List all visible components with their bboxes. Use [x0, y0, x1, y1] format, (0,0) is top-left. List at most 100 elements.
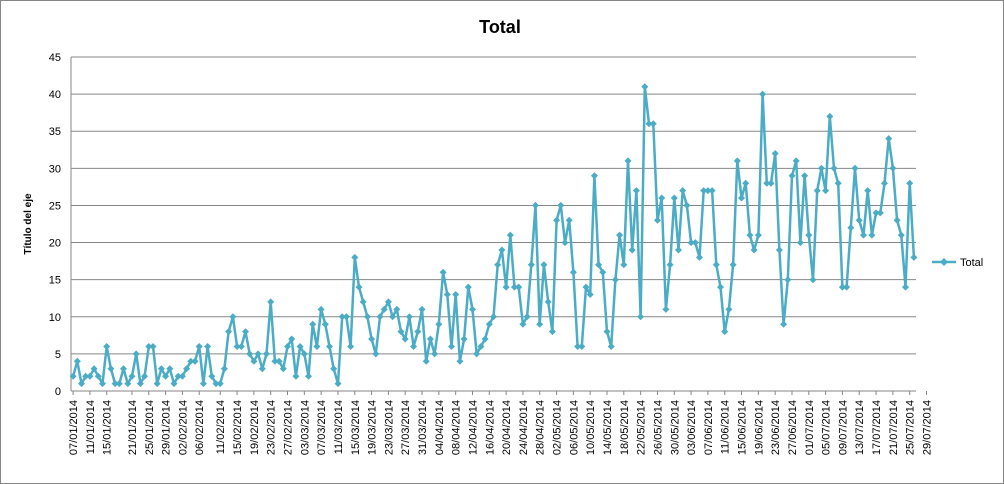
data-point — [363, 313, 371, 321]
x-tick-label: 31/03/2014 — [417, 400, 429, 455]
x-tick-label: 18/05/2014 — [619, 400, 631, 455]
data-point — [582, 283, 590, 291]
data-point — [418, 305, 426, 313]
data-point — [670, 194, 678, 202]
data-point — [569, 268, 577, 276]
data-point — [586, 291, 594, 298]
data-point — [115, 380, 123, 388]
x-tick-label: 07/01/2014 — [68, 400, 80, 455]
x-tick-label: 25/07/2014 — [905, 400, 917, 455]
data-point — [721, 328, 729, 336]
data-point — [170, 380, 178, 388]
legend: Total — [932, 257, 983, 269]
data-point — [729, 261, 737, 269]
data-point — [696, 253, 703, 261]
data-point — [347, 343, 355, 350]
data-point — [178, 372, 186, 380]
data-point — [414, 328, 422, 336]
data-point — [254, 350, 262, 358]
data-point — [69, 372, 77, 380]
data-point — [683, 201, 691, 209]
x-tick-label: 15/03/2014 — [350, 400, 362, 455]
data-point — [443, 291, 451, 298]
data-point — [666, 261, 674, 269]
y-tick-label: 5 — [55, 349, 61, 361]
data-point — [595, 261, 603, 269]
data-point — [86, 372, 94, 380]
data-point — [292, 372, 300, 380]
data-point — [132, 350, 140, 358]
data-point — [603, 328, 611, 336]
data-point — [422, 357, 430, 365]
data-point — [376, 313, 384, 321]
data-point — [628, 246, 636, 254]
axes — [70, 57, 916, 392]
data-point — [872, 209, 880, 217]
data-point — [334, 380, 342, 388]
x-tick-label: 20/04/2014 — [501, 400, 513, 455]
data-point — [893, 216, 901, 224]
data-point — [506, 231, 514, 239]
data-point — [380, 305, 388, 313]
data-point — [679, 187, 687, 195]
data-point — [557, 201, 565, 209]
x-tick-label: 17/07/2014 — [871, 400, 883, 455]
data-point — [477, 343, 485, 350]
data-point — [271, 357, 279, 365]
data-point — [738, 194, 745, 202]
x-tick-label: 30/05/2014 — [669, 400, 681, 455]
x-tick-label: 27/06/2014 — [787, 400, 799, 455]
x-tick-label: 25/01/2014 — [144, 400, 156, 455]
data-point — [885, 135, 893, 143]
data-point — [611, 276, 619, 284]
data-point — [330, 365, 338, 373]
data-point — [687, 239, 695, 247]
data-point — [881, 179, 888, 187]
data-point — [355, 283, 363, 291]
data-point — [82, 372, 90, 380]
x-axis-ticks: 07/01/2014 11/01/2014 15/01/2014 21/01/2014… — [68, 391, 934, 455]
data-point — [658, 194, 666, 202]
data-point — [742, 179, 750, 187]
data-point — [73, 357, 81, 365]
data-point — [775, 246, 783, 254]
data-point — [321, 320, 329, 328]
data-point — [708, 187, 716, 195]
data-point — [897, 231, 905, 239]
x-tick-label: 27/03/2014 — [400, 400, 412, 455]
data-point — [632, 187, 640, 195]
x-tick-label: 03/06/2014 — [686, 400, 698, 455]
data-point — [473, 350, 481, 358]
data-point — [834, 179, 842, 187]
data-point — [405, 313, 413, 321]
data-point — [868, 231, 876, 239]
x-tick-label: 19/03/2014 — [367, 400, 379, 455]
data-point — [599, 268, 607, 276]
data-point — [208, 372, 216, 380]
x-tick-label: 21/01/2014 — [127, 400, 139, 455]
data-point — [801, 172, 809, 180]
data-point — [153, 380, 161, 388]
data-point — [759, 90, 767, 98]
data-point — [94, 372, 102, 380]
x-tick-label: 05/07/2014 — [821, 400, 833, 455]
y-tick-label: 40 — [49, 89, 61, 101]
data-point — [536, 320, 544, 328]
x-tick-label: 13/07/2014 — [854, 400, 866, 455]
x-tick-label: 03/03/2014 — [299, 400, 311, 455]
data-point — [662, 305, 670, 313]
x-tick-label: 15/01/2014 — [102, 400, 114, 455]
data-point — [822, 187, 830, 195]
data-point — [771, 150, 779, 157]
data-point — [456, 357, 464, 365]
data-point — [384, 298, 392, 306]
x-tick-label: 06/02/2014 — [194, 400, 206, 455]
data-point — [847, 224, 855, 232]
data-point — [237, 343, 245, 350]
x-tick-label: 15/02/2014 — [232, 400, 244, 455]
data-point — [401, 335, 409, 343]
data-point — [855, 216, 863, 224]
data-point — [296, 343, 304, 350]
data-point — [548, 328, 556, 336]
data-point — [426, 335, 434, 343]
